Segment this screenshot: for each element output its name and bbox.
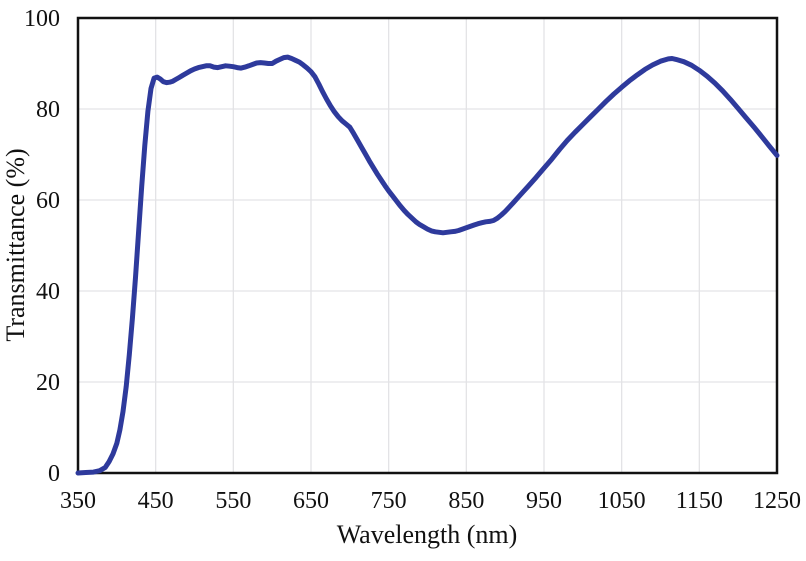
x-axis-title: Wavelength (nm) bbox=[337, 520, 518, 549]
y-tick-label: 100 bbox=[24, 6, 60, 32]
x-tick-label: 750 bbox=[371, 488, 407, 514]
x-tick-label: 1050 bbox=[598, 488, 646, 514]
plot-border bbox=[76, 16, 779, 475]
x-tick-label: 550 bbox=[215, 488, 251, 514]
y-tick-label: 0 bbox=[48, 461, 60, 487]
x-tick-label: 850 bbox=[448, 488, 484, 514]
x-tick-label: 650 bbox=[293, 488, 329, 514]
transmittance-curve bbox=[75, 54, 780, 476]
y-axis-title: Transmittance (%) bbox=[1, 148, 30, 341]
gridlines bbox=[78, 18, 777, 473]
x-tick-label: 1250 bbox=[753, 488, 801, 514]
x-tick-label: 1150 bbox=[676, 488, 723, 514]
y-tick-label: 20 bbox=[36, 370, 60, 396]
y-tick-label: 40 bbox=[36, 279, 60, 305]
y-tick-label: 80 bbox=[36, 97, 60, 123]
x-tick-label: 950 bbox=[526, 488, 562, 514]
x-tick-label: 450 bbox=[138, 488, 174, 514]
x-axis-tick-labels: 350 450 550 650 750 850 950 1050 1150 1250 bbox=[60, 488, 801, 514]
y-tick-label: 60 bbox=[36, 188, 60, 214]
y-axis-tick-labels: 0 20 40 60 80 100 bbox=[24, 6, 60, 487]
x-tick-label: 350 bbox=[60, 488, 96, 514]
